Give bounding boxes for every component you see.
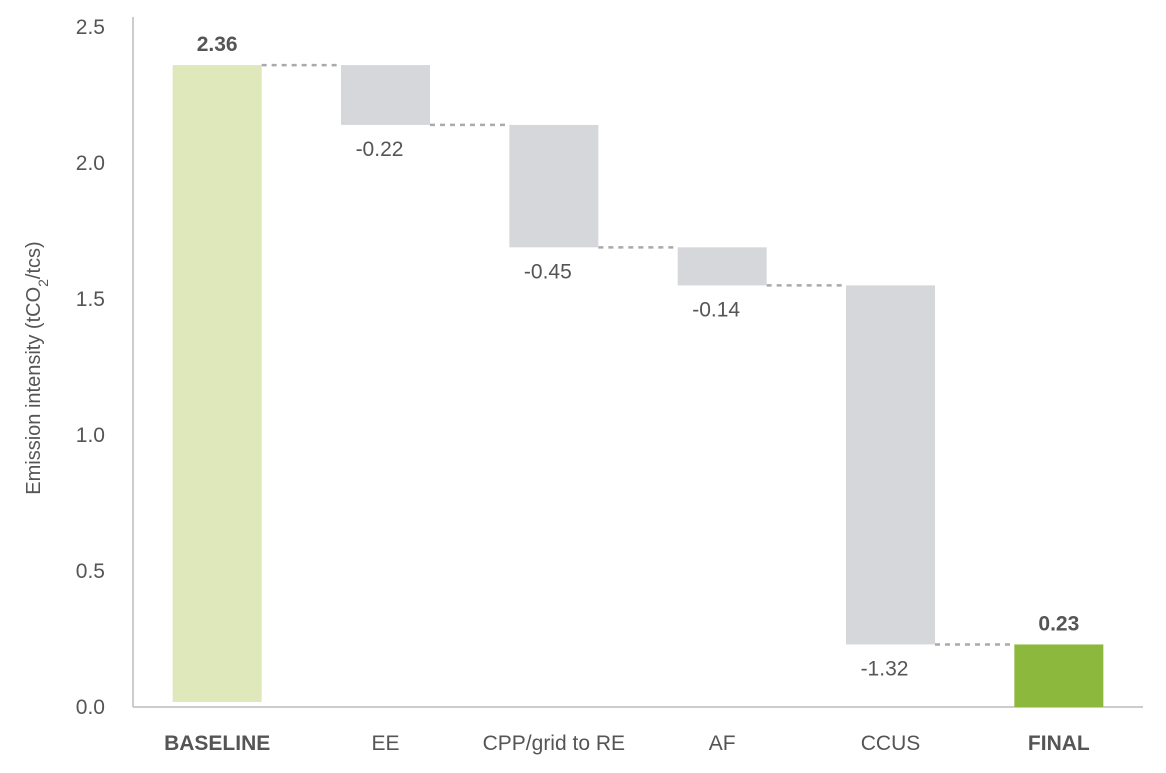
category-label: CPP/grid to RE	[483, 732, 625, 755]
bar-cpp-grid-to-re	[509, 124, 599, 248]
bar-af	[677, 247, 767, 286]
category-label: BASELINE	[164, 732, 270, 755]
bar-ee	[341, 65, 430, 125]
y-tick-label: 2.5	[76, 16, 105, 39]
category-label: CCUS	[861, 732, 921, 755]
category-label: AF	[709, 732, 736, 755]
data-label: -0.45	[524, 260, 572, 283]
y-tick-label: 1.5	[76, 288, 105, 311]
bars	[172, 65, 1104, 707]
y-tick-label: 1.0	[76, 424, 105, 447]
y-axis-title-prefix: Emission intensity (tCO	[23, 287, 45, 495]
category-label: EE	[371, 732, 399, 755]
y-axis-title-subscript: 2	[35, 279, 51, 287]
y-tick-labels: 0.0 0.5 1.0 1.5 2.0 2.5	[76, 16, 105, 719]
category-label: FINAL	[1028, 732, 1090, 755]
data-label: 0.23	[1038, 612, 1079, 635]
data-label: -1.32	[861, 657, 909, 680]
data-label: 2.36	[197, 33, 238, 56]
y-tick-label: 2.0	[76, 152, 105, 175]
y-tick-label: 0.5	[76, 560, 105, 583]
axes	[132, 17, 1143, 708]
bar-baseline	[172, 65, 262, 702]
y-tick-label: 0.0	[76, 696, 105, 719]
bar-final	[1014, 644, 1104, 707]
data-label: -0.22	[356, 138, 404, 161]
y-axis-title-suffix: /tcs)	[23, 241, 45, 279]
data-label: -0.14	[692, 298, 740, 321]
data-labels: 2.36 -0.22 -0.45 -0.14 -1.32 0.23	[197, 33, 1080, 680]
y-axis-title: Emission intensity (tCO2/tcs)	[23, 241, 51, 494]
category-labels: BASELINE EE CPP/grid to RE AF CCUS FINAL	[164, 732, 1090, 755]
bar-ccus	[846, 285, 935, 645]
connector-lines	[261, 63, 1015, 646]
